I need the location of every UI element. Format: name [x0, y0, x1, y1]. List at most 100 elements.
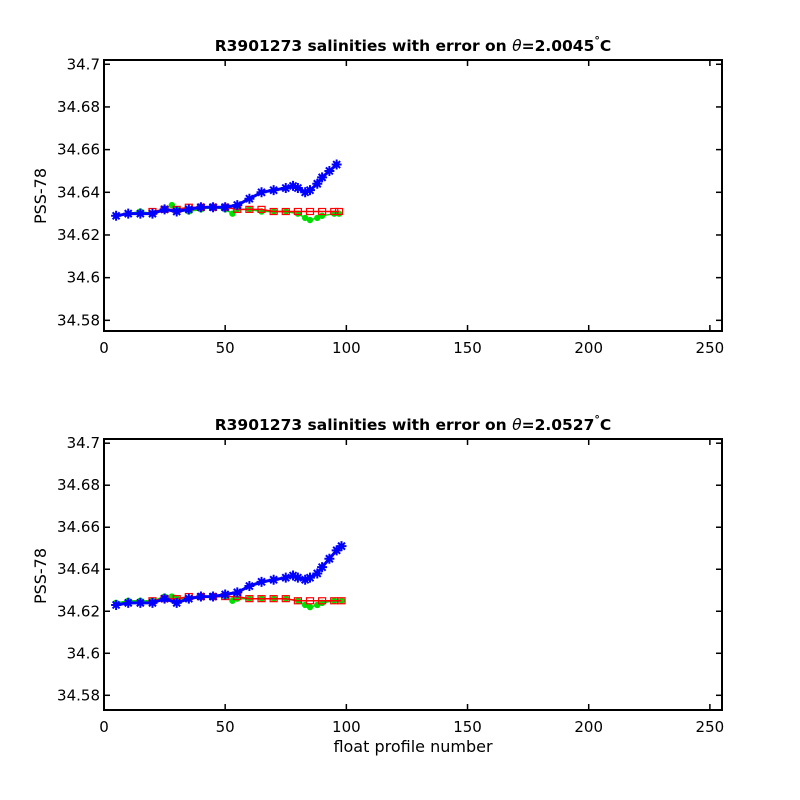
x-tick-label: 200	[574, 339, 603, 357]
data-point	[245, 205, 254, 213]
data-point	[183, 204, 194, 215]
data-point	[208, 202, 219, 213]
y-tick-label: 34.66	[57, 518, 100, 536]
y-tick-label: 34.64	[57, 560, 100, 578]
chart-title-bottom: R3901273 salinities with error on θ=2.05…	[215, 413, 612, 434]
chart-panel-bottom: R3901273 salinities with error on θ=2.05…	[31, 413, 724, 756]
data-point	[324, 165, 335, 176]
data-point	[301, 214, 309, 222]
data-point	[256, 576, 267, 587]
y-tick-label: 34.58	[57, 686, 100, 704]
x-tick-label: 50	[216, 718, 235, 736]
data-point	[147, 208, 158, 219]
data-point	[318, 212, 326, 219]
data-point	[171, 597, 182, 608]
data-point	[312, 178, 323, 189]
data-point	[268, 574, 279, 585]
data-point	[269, 207, 278, 216]
data-point	[147, 597, 158, 608]
data-point	[338, 597, 345, 604]
data-point	[244, 581, 255, 592]
y-axis-label-top: PSS-78	[31, 168, 50, 224]
data-point	[268, 185, 279, 196]
data-point	[269, 595, 278, 603]
data-point	[111, 599, 122, 610]
data-point	[159, 204, 170, 215]
data-point	[208, 591, 219, 602]
x-tick-label: 100	[332, 718, 361, 736]
data-point	[183, 593, 194, 604]
data-point	[220, 589, 231, 600]
x-tick-label: 250	[696, 339, 725, 357]
data-point	[330, 207, 339, 216]
data-point	[292, 572, 303, 583]
series-2	[111, 159, 342, 221]
data-point	[305, 207, 315, 216]
series-2	[111, 541, 347, 610]
x-tick-label: 100	[332, 339, 361, 357]
x-tick-label: 150	[453, 718, 482, 736]
data-point	[317, 172, 328, 183]
data-point	[337, 597, 346, 605]
y-tick-label: 34.58	[57, 311, 100, 329]
data-point	[293, 597, 302, 605]
data-point	[244, 193, 255, 204]
data-point	[195, 202, 206, 213]
data-point	[232, 200, 243, 211]
y-tick-label: 34.6	[67, 269, 100, 287]
chart-title-top: R3901273 salinities with error on θ=2.00…	[215, 34, 612, 55]
data-point	[159, 593, 170, 604]
data-point	[318, 597, 327, 605]
y-tick-label: 34.7	[67, 55, 100, 73]
data-point	[331, 545, 342, 556]
data-point	[135, 208, 146, 219]
y-axis-label-bottom: PSS-78	[31, 548, 50, 604]
data-point	[300, 574, 311, 585]
data-point	[280, 183, 291, 194]
data-point	[312, 568, 323, 579]
plot-area-top: 0 50 100 150 200 250 34.58 34.6 34.62 34.64 34.66 3…	[57, 55, 724, 357]
axes-frame	[103, 438, 723, 711]
data-point	[288, 180, 299, 191]
y-tick-label: 34.62	[57, 602, 100, 620]
y-tick-label: 34.64	[57, 183, 100, 201]
plot-area-bottom: 0 50 100 150 200 250 34.58 34.6 34.62 34.64 34.66 3…	[57, 434, 724, 736]
y-tick-label: 34.68	[57, 98, 100, 116]
x-tick-label: 0	[99, 718, 109, 736]
data-point	[257, 595, 266, 603]
data-point	[331, 159, 342, 170]
data-point	[220, 202, 231, 213]
data-point	[293, 207, 302, 216]
data-point	[123, 597, 134, 608]
data-point	[288, 570, 299, 581]
x-tick-label: 150	[453, 339, 482, 357]
data-point	[245, 595, 254, 603]
data-point	[195, 591, 206, 602]
y-tick-label: 34.62	[57, 226, 100, 244]
data-point	[318, 207, 327, 216]
data-point	[336, 541, 347, 552]
data-point	[168, 201, 176, 209]
data-point	[314, 214, 321, 222]
data-point	[281, 595, 290, 603]
y-tick-label: 34.6	[67, 644, 100, 662]
data-point	[229, 210, 236, 217]
data-point	[292, 183, 303, 194]
y-tick-label: 34.66	[57, 141, 100, 159]
axes-frame	[103, 59, 723, 332]
data-point	[232, 587, 243, 598]
data-point	[256, 187, 267, 198]
x-tick-label: 200	[574, 718, 603, 736]
x-axis-label-bottom: float profile number	[333, 737, 493, 756]
y-tick-label: 34.7	[67, 434, 100, 452]
data-point	[306, 216, 314, 224]
data-point	[324, 553, 335, 564]
data-point	[317, 562, 328, 573]
data-point	[334, 207, 344, 216]
x-tick-label: 250	[696, 718, 725, 736]
chart-panel-top: R3901273 salinities with error on θ=2.00…	[31, 34, 724, 357]
data-point	[281, 207, 290, 216]
data-point	[135, 597, 146, 608]
data-point	[300, 187, 311, 198]
